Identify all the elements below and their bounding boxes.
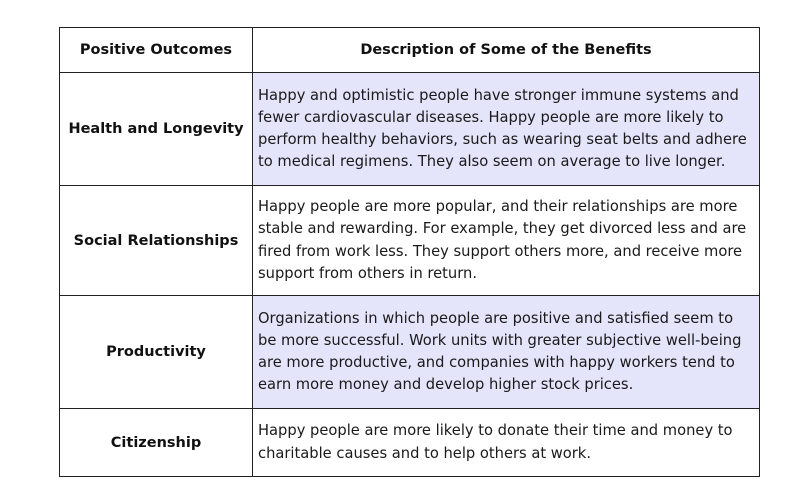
outcome-cell: Health and Longevity: [59, 72, 253, 186]
description-cell: Happy people are more popular, and their…: [252, 185, 760, 296]
description-cell: Organizations in which people are positi…: [252, 295, 760, 409]
benefits-table-container: Positive Outcomes Description of Some of…: [59, 27, 760, 477]
table-row: Citizenship Happy people are more likely…: [59, 408, 760, 477]
table-header-row: Positive Outcomes Description of Some of…: [59, 27, 760, 73]
header-description: Description of Some of the Benefits: [252, 27, 760, 73]
outcome-cell: Social Relationships: [59, 185, 253, 296]
table-row: Health and Longevity Happy and optimisti…: [59, 72, 760, 186]
header-positive-outcomes: Positive Outcomes: [59, 27, 253, 73]
outcome-cell: Productivity: [59, 295, 253, 409]
description-cell: Happy and optimistic people have stronge…: [252, 72, 760, 186]
table-row: Productivity Organizations in which peop…: [59, 295, 760, 409]
table-row: Social Relationships Happy people are mo…: [59, 185, 760, 296]
outcome-cell: Citizenship: [59, 408, 253, 477]
benefits-table: Positive Outcomes Description of Some of…: [59, 27, 760, 477]
description-cell: Happy people are more likely to donate t…: [252, 408, 760, 477]
